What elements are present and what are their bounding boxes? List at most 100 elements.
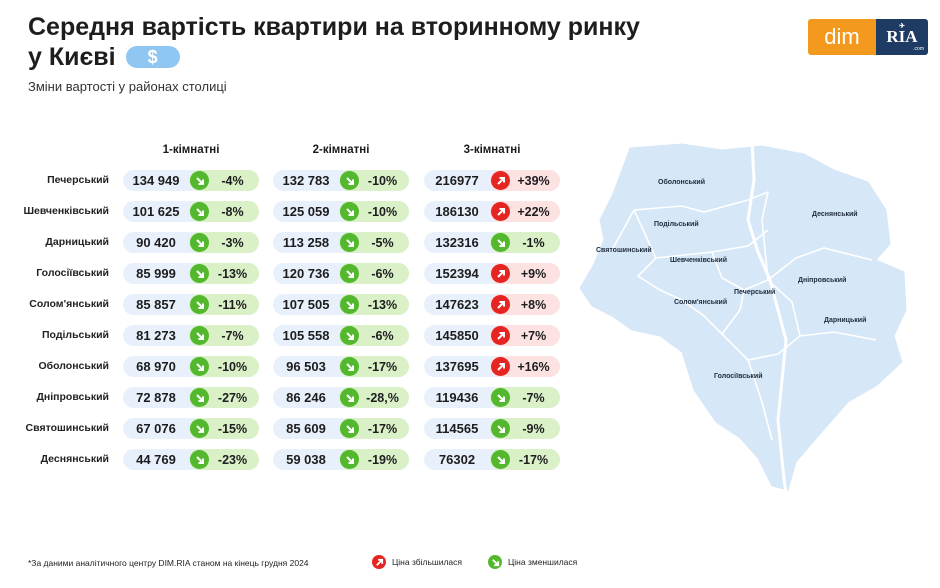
price-change-value: -10% — [367, 173, 398, 188]
arrow-up-right-icon — [372, 555, 386, 569]
district-label: Шевченківський — [23, 205, 109, 217]
price-cell: 132 783 -10% — [273, 170, 409, 191]
price-cell: 86 246 -28,% — [273, 387, 409, 408]
arrow-up-right-icon — [491, 357, 510, 376]
legend-down-label: Ціна зменшилася — [508, 557, 578, 567]
price-value: 132316 — [435, 235, 479, 250]
map-label-shevchenkivskyi: Шевченківський — [670, 256, 727, 264]
column-header-2-room: 2-кімнатні — [312, 144, 370, 156]
price-value: 125 059 — [282, 204, 330, 219]
price-value: 137695 — [435, 359, 479, 374]
legend-up-label: Ціна збільшилася — [392, 557, 463, 567]
arrow-down-right-icon — [190, 233, 209, 252]
price-change-value: +22% — [517, 204, 550, 219]
price-change-value: -17% — [518, 452, 549, 467]
price-change-badge: -10% — [189, 356, 259, 377]
arrow-down-right-icon — [190, 388, 209, 407]
district-label: Голосіївський — [36, 267, 109, 279]
price-change-value: -28,% — [366, 390, 399, 405]
price-change-value: -4% — [221, 173, 244, 188]
price-change-value: +7% — [520, 328, 547, 343]
district-label: Дніпровський — [36, 391, 109, 403]
arrow-up-right-icon — [491, 326, 510, 345]
price-cell: 114565 -9% — [424, 418, 560, 439]
price-change-value: -3% — [221, 235, 244, 250]
district-label: Оболонський — [38, 360, 109, 372]
price-value: 101 625 — [132, 204, 180, 219]
price-value: 132 783 — [282, 173, 330, 188]
price-value: 96 503 — [286, 359, 326, 374]
price-change-badge: -6% — [339, 325, 409, 346]
arrow-down-right-icon — [488, 555, 502, 569]
arrow-down-right-icon — [340, 264, 359, 283]
price-change-value: -15% — [217, 421, 248, 436]
price-cell: 113 258 -5% — [273, 232, 409, 253]
price-value: 186130 — [435, 204, 479, 219]
price-change-badge: +7% — [490, 325, 560, 346]
dimria-logo[interactable]: dim ✈ RIA .com — [808, 19, 928, 55]
plane-icon: ✈ — [899, 22, 905, 30]
price-change-badge: -1% — [490, 232, 560, 253]
arrow-down-right-icon — [190, 450, 209, 469]
arrow-down-right-icon — [190, 357, 209, 376]
map-river-dnipro — [746, 140, 788, 496]
map-label-pecherskyi: Печерський — [734, 288, 775, 296]
price-value: 76302 — [438, 452, 476, 467]
price-change-value: +9% — [520, 266, 547, 281]
legend-price-up: Ціна збільшилася — [372, 555, 462, 569]
arrow-down-right-icon — [340, 450, 359, 469]
arrow-up-right-icon — [491, 264, 510, 283]
price-change-badge: -17% — [339, 356, 409, 377]
price-value: 85 609 — [286, 421, 326, 436]
price-value: 114565 — [435, 421, 479, 436]
arrow-down-right-icon — [190, 202, 209, 221]
price-cell: 134 949 -4% — [123, 170, 259, 191]
arrow-up-right-icon — [491, 295, 510, 314]
price-change-badge: -10% — [339, 201, 409, 222]
price-change-badge: -9% — [490, 418, 560, 439]
price-change-badge: -19% — [339, 449, 409, 470]
map-label-sviatoshynskyi: Святошинський — [596, 246, 652, 254]
price-change-badge: -13% — [189, 263, 259, 284]
price-change-badge: -6% — [339, 263, 409, 284]
arrow-down-right-icon — [340, 202, 359, 221]
dollar-icon: $ — [125, 46, 180, 68]
price-value: 216977 — [435, 173, 479, 188]
price-cell: 119436 -7% — [424, 387, 560, 408]
price-value: 85 857 — [136, 297, 176, 312]
map-label-darnytskyi: Дарницький — [824, 316, 866, 324]
price-change-value: -13% — [217, 266, 248, 281]
arrow-down-right-icon — [340, 388, 359, 407]
price-change-value: -5% — [371, 235, 394, 250]
title-line-2: у Києві $ — [28, 42, 640, 72]
price-change-badge: -8% — [189, 201, 259, 222]
arrow-down-right-icon — [491, 450, 510, 469]
price-value: 120 736 — [282, 266, 330, 281]
price-change-value: -6% — [371, 328, 394, 343]
price-change-value: -6% — [371, 266, 394, 281]
arrow-down-right-icon — [340, 171, 359, 190]
price-cell: 147623 +8% — [424, 294, 560, 315]
price-change-badge: -23% — [189, 449, 259, 470]
price-cell: 186130 +22% — [424, 201, 560, 222]
price-change-badge: -17% — [490, 449, 560, 470]
price-cell: 107 505 -13% — [273, 294, 409, 315]
subtitle: Зміни вартості у районах столиці — [28, 79, 227, 94]
price-change-badge: -28,% — [339, 387, 409, 408]
price-change-value: -10% — [367, 204, 398, 219]
price-change-badge: +22% — [490, 201, 560, 222]
map-label-desnianskyi: Деснянський — [812, 210, 858, 218]
price-value: 86 246 — [286, 390, 326, 405]
price-value: 119436 — [435, 390, 479, 405]
column-header-3-room: 3-кімнатні — [463, 144, 521, 156]
arrow-down-right-icon — [340, 419, 359, 438]
price-cell: 72 878 -27% — [123, 387, 259, 408]
price-cell: 85 857 -11% — [123, 294, 259, 315]
map-label-holosiivskyi: Голосіївський — [714, 372, 763, 380]
price-value: 72 878 — [136, 390, 176, 405]
district-label: Святошинський — [25, 422, 109, 434]
price-cell: 85 609 -17% — [273, 418, 409, 439]
price-change-badge: +16% — [490, 356, 560, 377]
district-label: Дарницький — [45, 236, 109, 248]
district-label: Печерський — [47, 174, 109, 186]
